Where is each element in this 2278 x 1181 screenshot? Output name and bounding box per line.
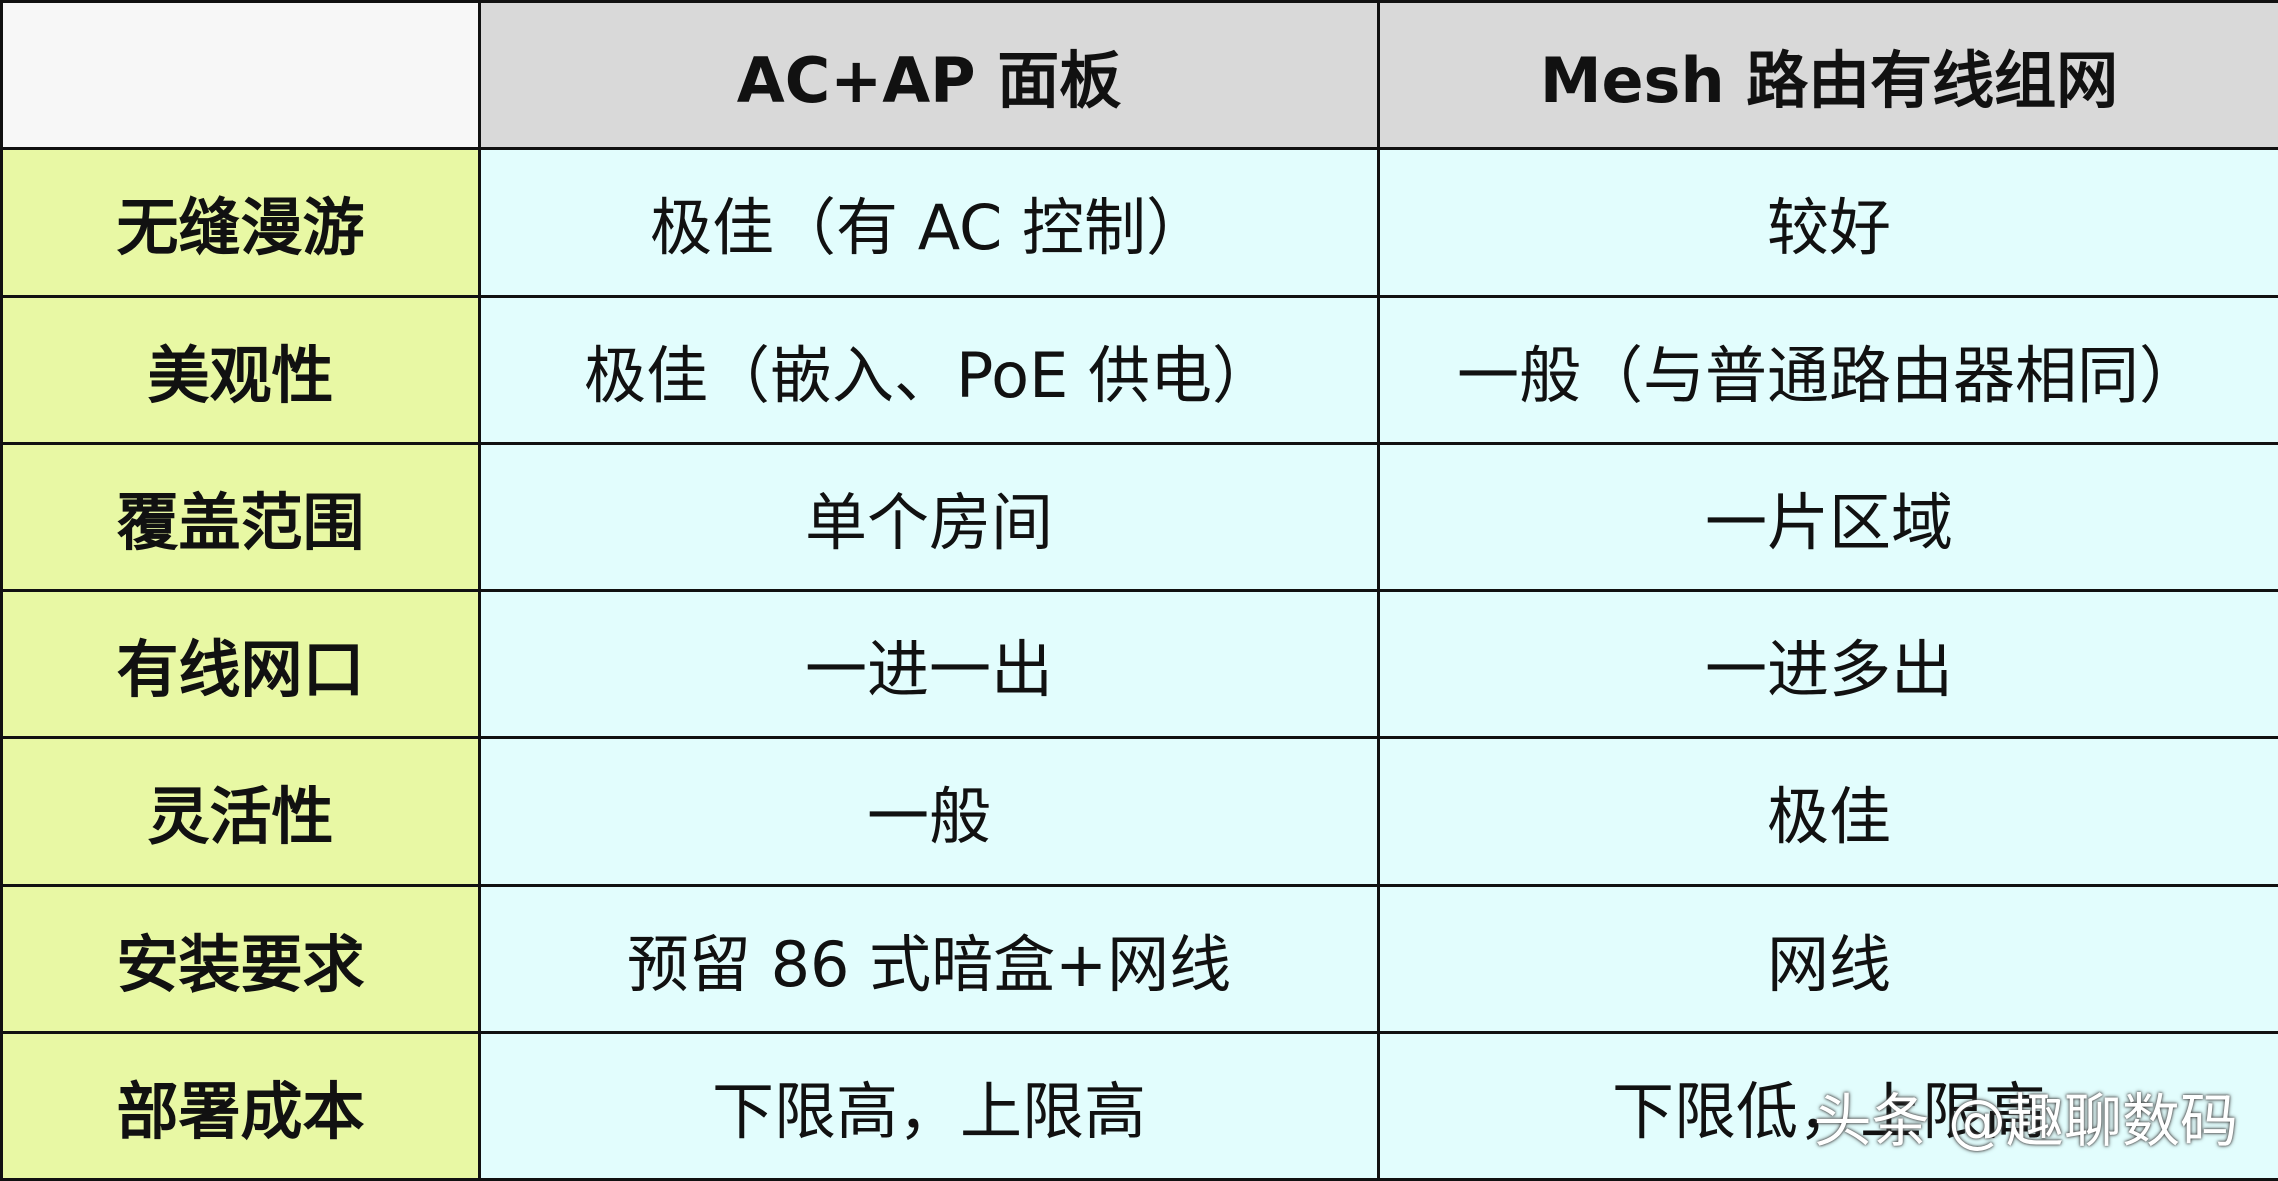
table-cell: 网线 xyxy=(1377,883,2278,1034)
table-cell: 一般（与普通路由器相同） xyxy=(1377,294,2278,445)
table-cell: 较好 xyxy=(1377,147,2278,298)
row-label: 美观性 xyxy=(0,294,481,445)
column-header: AC+AP 面板 xyxy=(478,0,1380,151)
table-cell: 一片区域 xyxy=(1377,441,2278,592)
table-cell: 极佳 xyxy=(1377,736,2278,887)
row-label: 覆盖范围 xyxy=(0,441,481,592)
table-cell: 极佳（有 AC 控制） xyxy=(478,147,1380,298)
row-label: 有线网口 xyxy=(0,589,481,740)
row-label: 部署成本 xyxy=(0,1030,481,1181)
table-cell: 一进一出 xyxy=(478,589,1380,740)
column-header: Mesh 路由有线组网 xyxy=(1377,0,2278,151)
table-cell: 下限高，上限高 xyxy=(478,1030,1380,1181)
table-cell: 单个房间 xyxy=(478,441,1380,592)
row-label: 安装要求 xyxy=(0,883,481,1034)
table-cell: 极佳（嵌入、PoE 供电） xyxy=(478,294,1380,445)
table-cell: 预留 86 式暗盒+网线 xyxy=(478,883,1380,1034)
row-label: 灵活性 xyxy=(0,736,481,887)
row-label: 无缝漫游 xyxy=(0,147,481,298)
watermark: 头条 @趣聊数码 xyxy=(1813,1087,2238,1155)
table-cell: 一般 xyxy=(478,736,1380,887)
corner-cell xyxy=(0,0,481,151)
table-cell: 一进多出 xyxy=(1377,589,2278,740)
table-cell: 下限低，上限高 xyxy=(1377,1030,2278,1181)
